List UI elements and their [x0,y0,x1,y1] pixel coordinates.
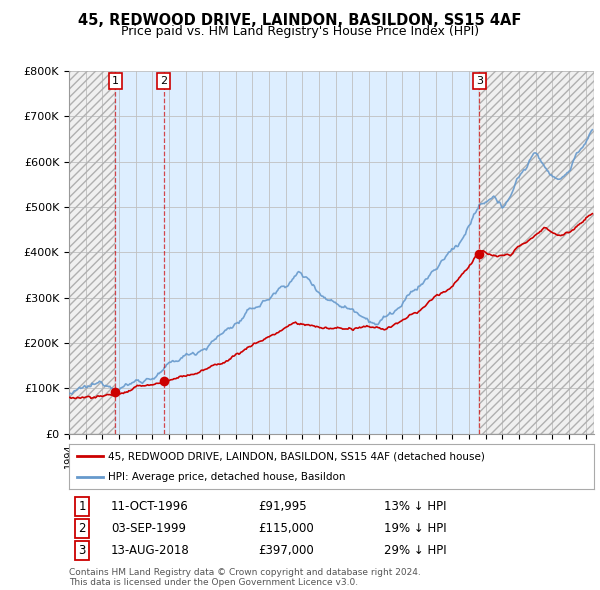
Text: £91,995: £91,995 [258,500,307,513]
Text: 1: 1 [79,500,86,513]
Text: Price paid vs. HM Land Registry's House Price Index (HPI): Price paid vs. HM Land Registry's House … [121,25,479,38]
Text: 2: 2 [79,522,86,535]
Text: 3: 3 [79,545,86,558]
Text: 1: 1 [112,76,119,86]
Text: 19% ↓ HPI: 19% ↓ HPI [384,522,446,535]
Text: 45, REDWOOD DRIVE, LAINDON, BASILDON, SS15 4AF (detached house): 45, REDWOOD DRIVE, LAINDON, BASILDON, SS… [109,451,485,461]
Bar [69,71,115,434]
Text: 13% ↓ HPI: 13% ↓ HPI [384,500,446,513]
Text: 03-SEP-1999: 03-SEP-1999 [111,522,186,535]
Text: £115,000: £115,000 [258,522,314,535]
Bar [164,71,479,434]
Text: 29% ↓ HPI: 29% ↓ HPI [384,545,446,558]
Text: 45, REDWOOD DRIVE, LAINDON, BASILDON, SS15 4AF: 45, REDWOOD DRIVE, LAINDON, BASILDON, SS… [79,13,521,28]
Bar [115,71,164,434]
Text: 13-AUG-2018: 13-AUG-2018 [111,545,190,558]
Text: HPI: Average price, detached house, Basildon: HPI: Average price, detached house, Basi… [109,471,346,481]
Text: This data is licensed under the Open Government Licence v3.0.: This data is licensed under the Open Gov… [69,578,358,587]
Text: £397,000: £397,000 [258,545,314,558]
Text: 2: 2 [160,76,167,86]
Bar [479,71,594,434]
Text: 3: 3 [476,76,483,86]
Text: 11-OCT-1996: 11-OCT-1996 [111,500,189,513]
Text: Contains HM Land Registry data © Crown copyright and database right 2024.: Contains HM Land Registry data © Crown c… [69,568,421,576]
